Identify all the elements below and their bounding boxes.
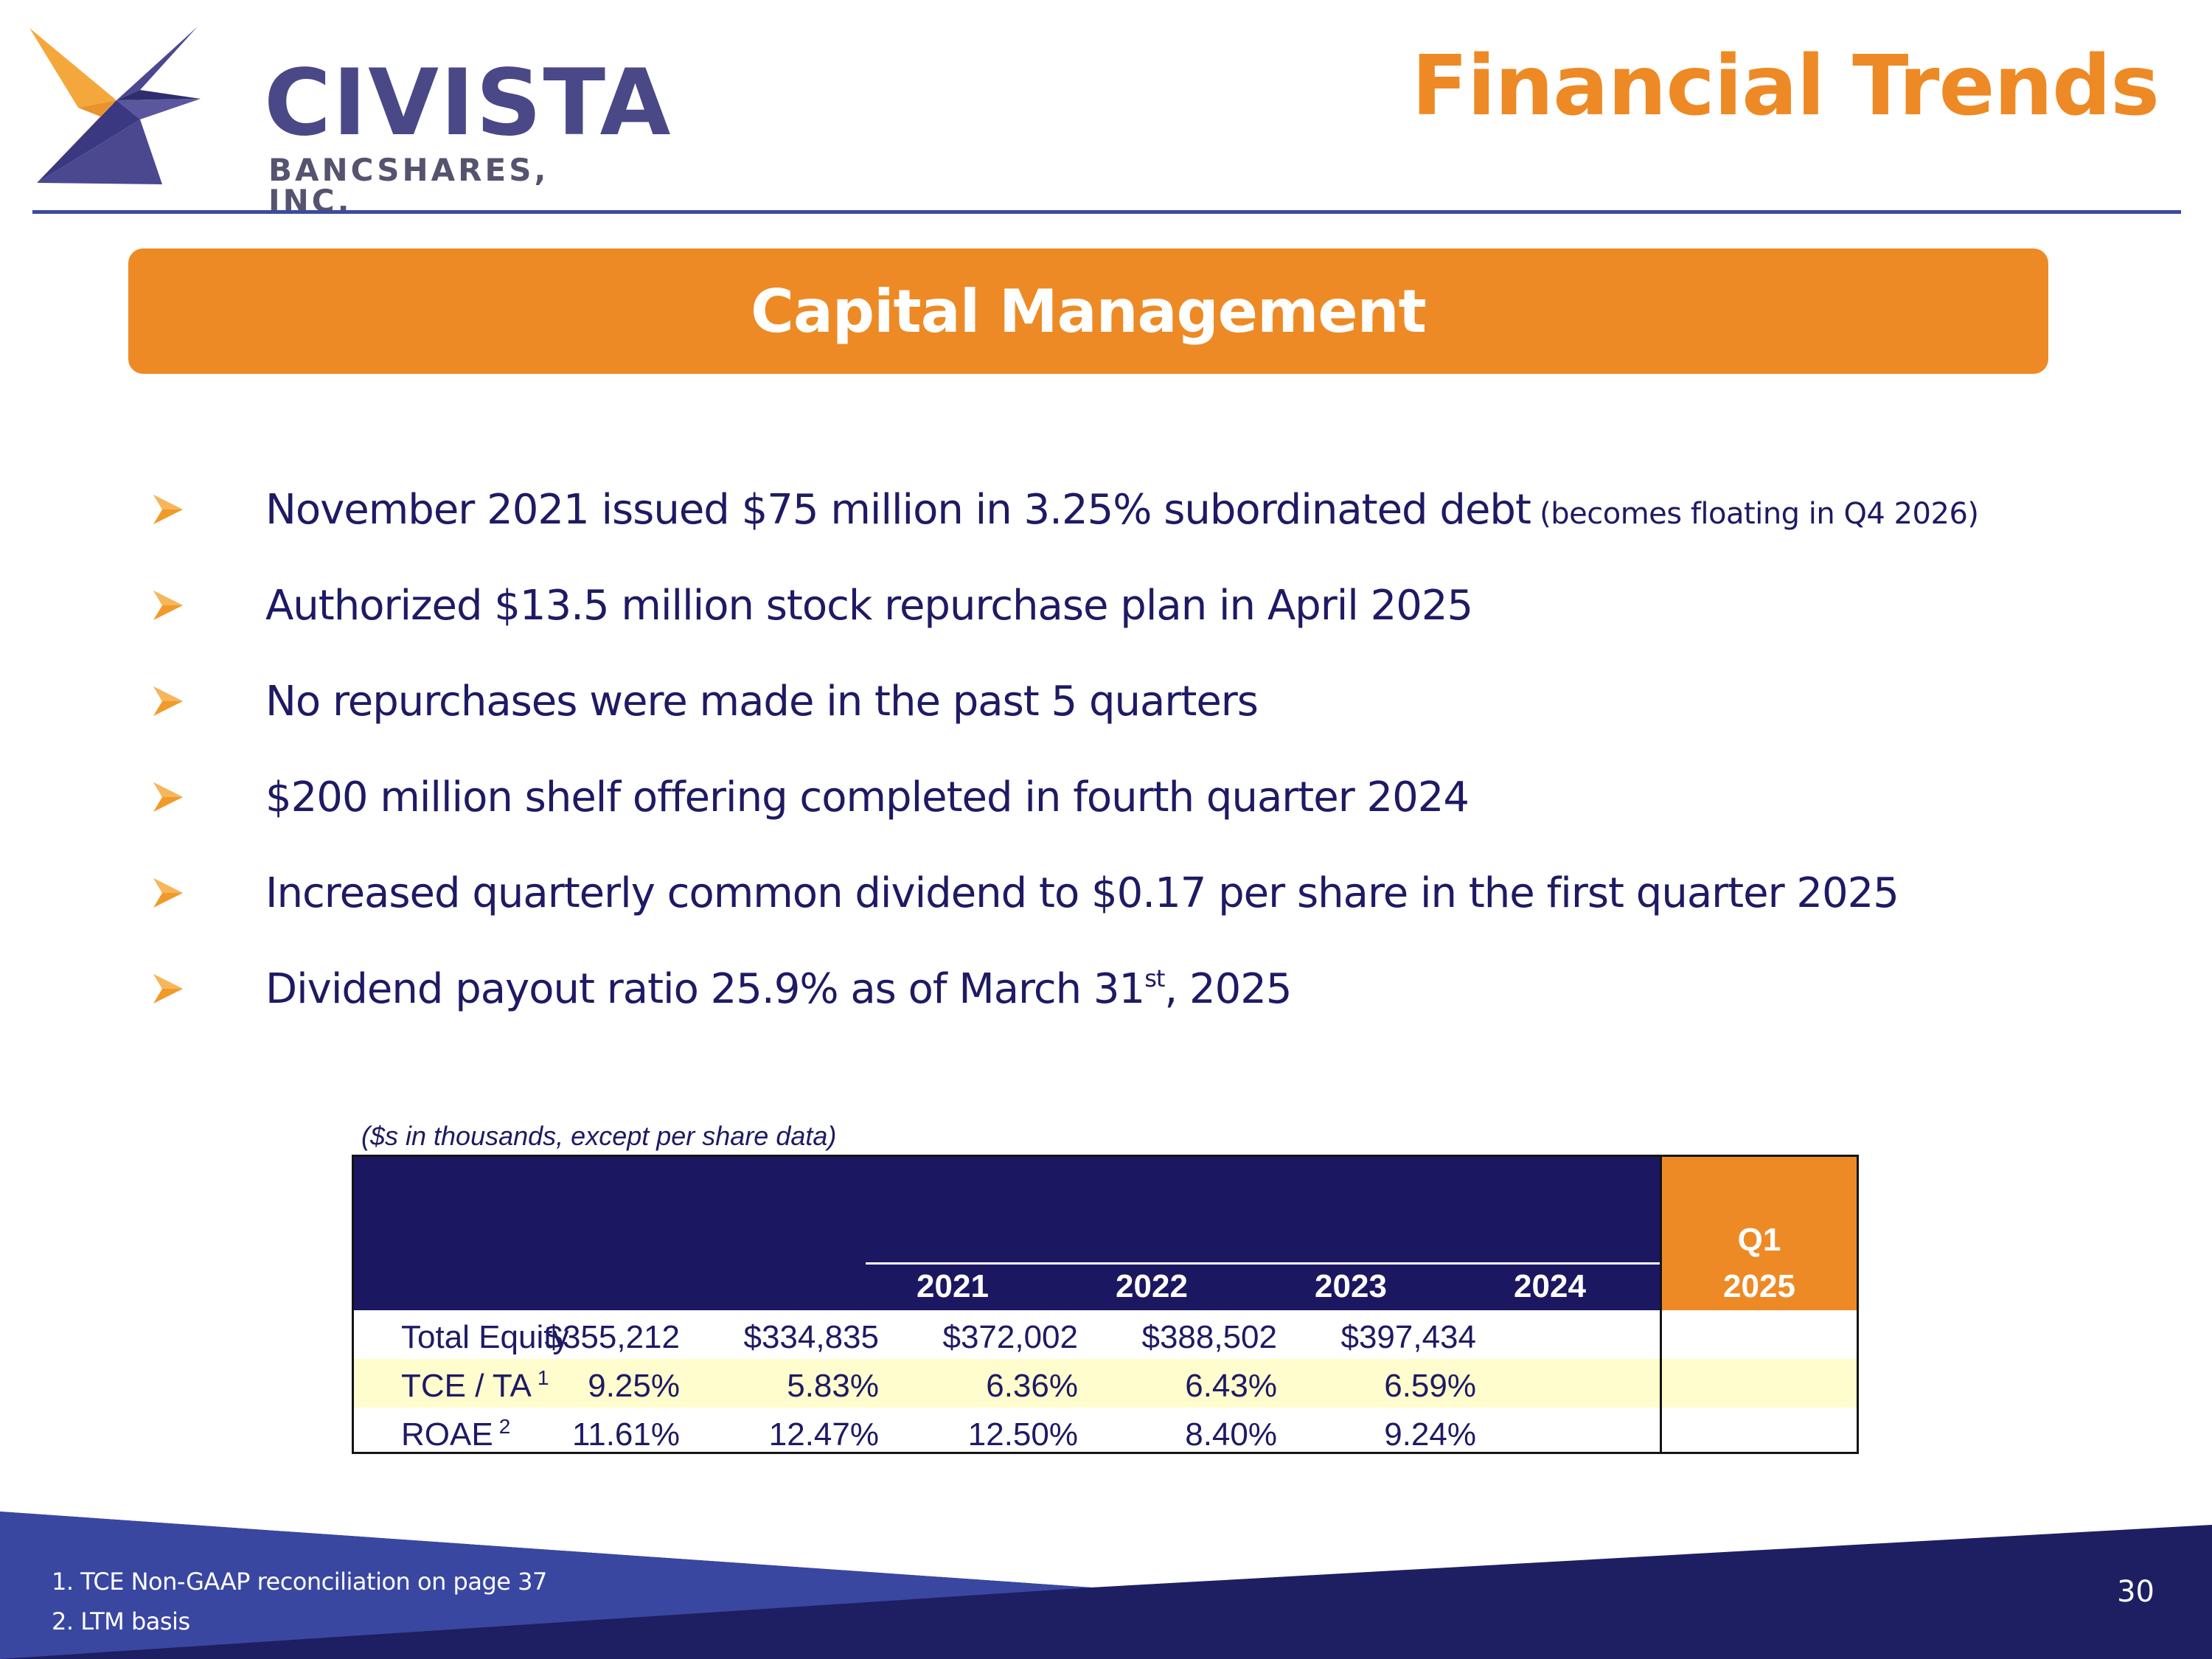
table-cell: $372,002 (942, 1319, 1078, 1355)
column-header: 2024 (1514, 1268, 1586, 1304)
column-divider (1660, 1157, 1662, 1452)
list-item: $200 million shelf offering completed in… (152, 749, 2128, 845)
column-header-q-line2: 2025 (1723, 1268, 1795, 1304)
bullet-superscript: st (1144, 964, 1165, 992)
arrow-bullet-icon (153, 495, 183, 524)
table-cell: 9.24% (1384, 1416, 1476, 1453)
arrow-bullet-icon (153, 686, 183, 716)
footnote: 1. TCE Non-GAAP reconciliation on page 3… (52, 1568, 547, 1596)
arrow-bullet-icon (153, 782, 183, 812)
table-cell: 12.50% (967, 1416, 1078, 1453)
table-cell: 6.36% (986, 1368, 1078, 1404)
list-item: Dividend payout ratio 25.9% as of March … (152, 941, 2128, 1037)
table-row: TCE / TA 1 9.25% 5.83% 6.36% 6.43% 6.59% (354, 1359, 1857, 1408)
table-cell: 8.40% (1185, 1416, 1277, 1453)
header-divider (32, 210, 2181, 214)
section-title: Capital Management (751, 276, 1427, 346)
row-label: ROAE 2 (401, 1415, 511, 1453)
table-cell: 9.25% (588, 1368, 680, 1404)
header-underline (866, 1262, 1662, 1265)
column-header: 2021 (917, 1268, 989, 1304)
row-label: Total Equity (401, 1319, 569, 1355)
table-row: ROAE 2 11.61% 12.47% 12.50% 8.40% 9.24% (354, 1408, 1857, 1456)
list-item: Increased quarterly common dividend to $… (152, 845, 2128, 941)
bullet-text: Increased quarterly common dividend to $… (265, 869, 1899, 917)
table-cell: 5.83% (787, 1368, 879, 1404)
bullet-text-end: , 2025 (1164, 965, 1292, 1013)
table-cell: $355,212 (544, 1319, 680, 1355)
table-header-highlight (1662, 1157, 1857, 1310)
civista-star-icon (29, 27, 201, 184)
table-note: ($s in thousands, except per share data) (361, 1121, 837, 1151)
logo-subtitle: BANCSHARES, INC. (268, 152, 549, 219)
list-item: November 2021 issued $75 million in 3.25… (152, 462, 2128, 557)
bullet-text: $200 million shelf offering completed in… (265, 773, 1470, 821)
arrow-bullet-icon (153, 878, 183, 908)
table-cell: 11.61% (572, 1416, 680, 1453)
table-header (354, 1157, 1662, 1310)
logo-wordmark: CIVISTA (264, 50, 672, 156)
bullet-text: November 2021 issued $75 million in 3.25… (265, 485, 1531, 534)
table-cell: $388,502 (1141, 1319, 1277, 1355)
table-cell: 6.59% (1384, 1368, 1476, 1404)
arrow-bullet-icon (153, 591, 183, 620)
company-logo: CIVISTA BANCSHARES, INC. (29, 25, 670, 217)
bullet-note: (becomes floating in Q4 2026) (1530, 496, 1979, 531)
list-item: No repurchases were made in the past 5 q… (152, 653, 2128, 749)
footer-band (0, 1512, 2212, 1659)
table-cell: 12.47% (768, 1416, 879, 1453)
column-header: 2023 (1315, 1268, 1387, 1304)
table-cell: 6.43% (1185, 1368, 1277, 1404)
page-number: 30 (2117, 1575, 2154, 1609)
row-label: TCE / TA 1 (401, 1366, 549, 1404)
bullet-text: Dividend payout ratio 25.9% as of March … (265, 965, 1145, 1013)
table-cell: $397,434 (1340, 1319, 1476, 1355)
section-banner: Capital Management (128, 248, 2048, 374)
bullet-text: Authorized $13.5 million stock repurchas… (265, 581, 1473, 630)
capital-table: 2021 2022 2023 2024 Q1 2025 Total Equity… (352, 1155, 1859, 1454)
arrow-bullet-icon (153, 974, 183, 1004)
bullet-list: November 2021 issued $75 million in 3.25… (152, 462, 2128, 1037)
footnote: 2. LTM basis (52, 1607, 190, 1635)
table-row: Total Equity $355,212 $334,835 $372,002 … (354, 1310, 1857, 1359)
bullet-text: No repurchases were made in the past 5 q… (265, 677, 1259, 726)
page-title: Financial Trends (1411, 38, 2160, 134)
column-header: 2022 (1116, 1268, 1188, 1304)
column-header-q-line1: Q1 (1737, 1222, 1781, 1258)
list-item: Authorized $13.5 million stock repurchas… (152, 557, 2128, 653)
table-cell: $334,835 (743, 1319, 879, 1355)
